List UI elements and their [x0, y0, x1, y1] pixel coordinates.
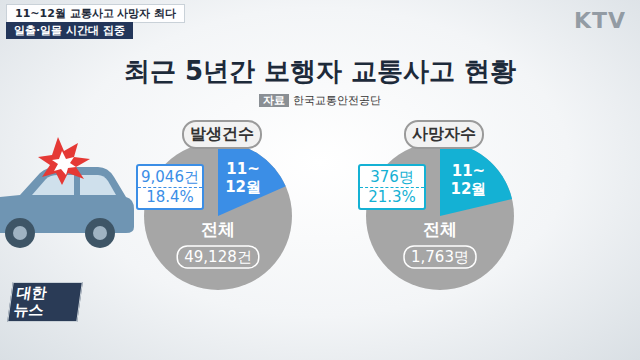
html-text:발생건수: 발생건수	[190, 124, 254, 143]
html-text:376명: 376명	[370, 168, 414, 186]
html-text:21.3%: 21.3%	[368, 188, 416, 206]
svg-text:전체: 전체	[201, 219, 235, 239]
html-text:11~12월 교통사고 사망자 최다: 11~12월 교통사고 사망자 최다	[15, 7, 177, 20]
svg-text:49,128건: 49,128건	[184, 248, 252, 266]
html-text:뉴스: 뉴스	[12, 301, 46, 319]
html-text:18.4%: 18.4%	[146, 188, 194, 206]
html-text:자료: 자료	[263, 94, 285, 107]
html-text:일출·일몰 시간대 집중: 일출·일몰 시간대 집중	[14, 24, 125, 37]
svg-text:전체: 전체	[423, 219, 457, 239]
html-text:9,046건: 9,046건	[141, 168, 199, 186]
html-text:한국교통안전공단: 한국교통안전공단	[293, 94, 381, 107]
html-text:최근 5년간 보행자 교통사고 현황: 최근 5년간 보행자 교통사고 현황	[123, 56, 517, 86]
svg-text:11~12월: 11~12월	[451, 162, 487, 198]
html-text:사망자수: 사망자수	[412, 124, 476, 143]
svg-text:11~12월: 11~12월	[225, 160, 261, 196]
svg-text:1,763명: 1,763명	[411, 248, 469, 266]
html-text:KTV: KTV	[573, 8, 626, 33]
html-text:대한: 대한	[15, 284, 48, 302]
